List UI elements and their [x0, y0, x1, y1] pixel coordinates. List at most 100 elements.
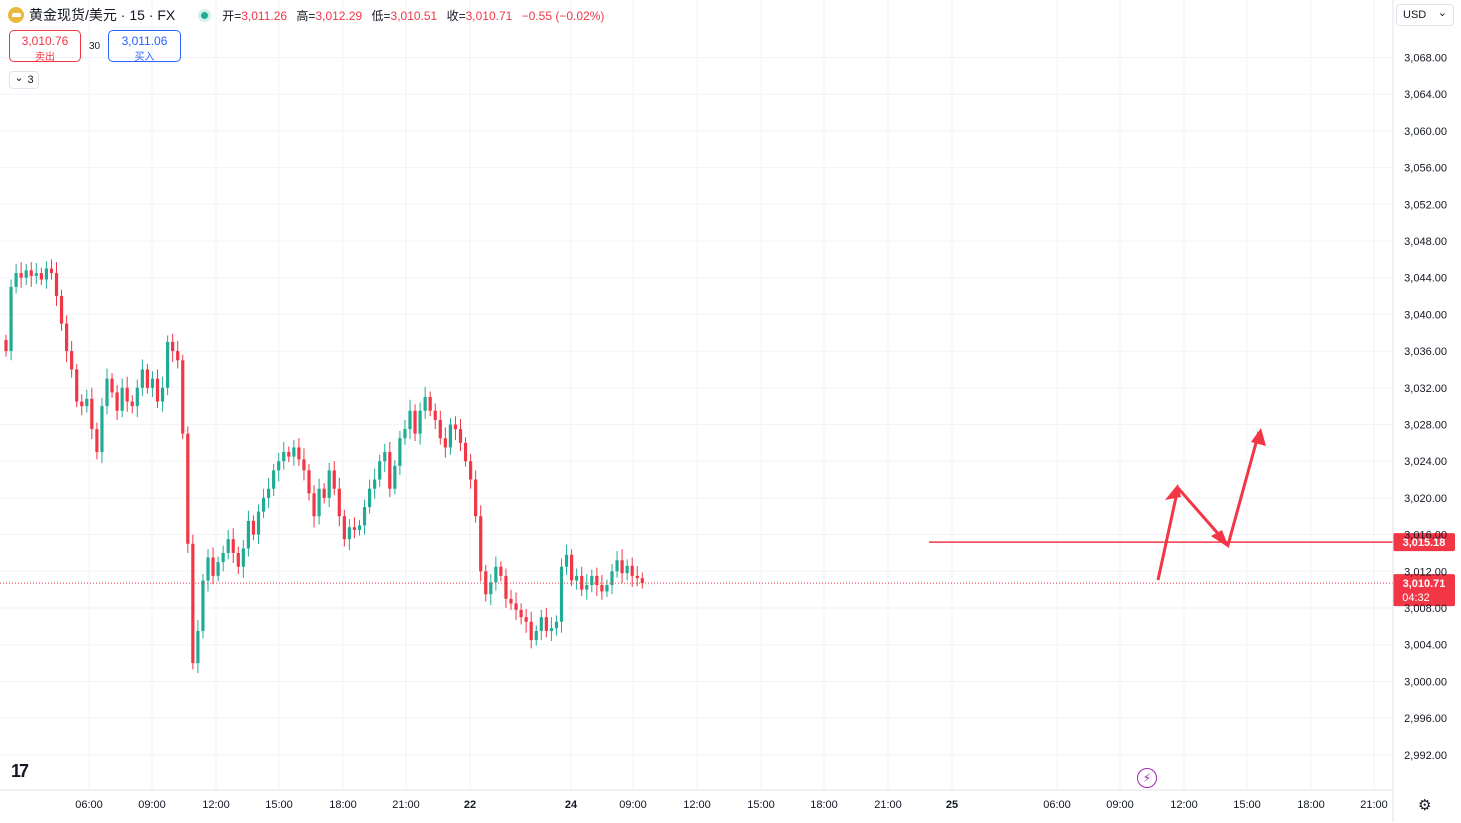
candle-body	[474, 479, 478, 517]
candle-body	[469, 461, 473, 480]
candle-body	[509, 598, 513, 604]
candle-body	[625, 565, 629, 574]
price-tick-label: 3,036.00	[1404, 346, 1447, 358]
candle-body	[519, 609, 523, 618]
candle-up	[585, 574, 589, 600]
candle-body	[337, 488, 341, 517]
price-tick-label: 3,004.00	[1404, 640, 1447, 652]
candle-body	[549, 628, 553, 631]
indicators-toggle[interactable]: ⌄ 3	[9, 71, 39, 89]
high-label: 高=	[296, 8, 316, 23]
candle-body	[418, 410, 422, 434]
candle-up	[590, 569, 594, 593]
candle-body	[292, 447, 296, 457]
candle-body	[251, 520, 256, 535]
candle-body	[373, 479, 377, 489]
tradingview-logo-icon[interactable]: 17	[11, 761, 29, 781]
spread-value: 30	[89, 41, 101, 52]
candle-up	[494, 556, 498, 591]
candle-body	[100, 406, 104, 453]
forecast-path	[1156, 431, 1261, 581]
candle-down	[453, 416, 458, 441]
candle-down	[509, 589, 513, 610]
candle-body	[287, 452, 291, 457]
buy-button[interactable]: 3,011.06 买入	[108, 30, 181, 63]
candle-up	[615, 551, 619, 578]
candle-up	[564, 544, 569, 575]
close-label: 收=	[446, 8, 466, 23]
candle-body	[635, 575, 639, 579]
level-price-badge	[1393, 533, 1455, 552]
candle-body	[388, 452, 392, 489]
open-label: 开=	[222, 8, 242, 23]
candle-down	[191, 534, 195, 670]
low-label: 低=	[371, 8, 391, 23]
candle-up	[625, 559, 629, 581]
price-tick-label: 3,008.00	[1404, 603, 1447, 615]
candle-body	[282, 452, 286, 462]
bar-countdown-label: 04:32	[1402, 592, 1430, 604]
candle-down	[635, 565, 639, 587]
candle-down	[600, 574, 604, 600]
gear-icon[interactable]: ⚙	[1418, 797, 1432, 814]
candle-down	[186, 426, 190, 553]
arrowhead-1	[1165, 484, 1181, 500]
candle-body	[90, 398, 94, 430]
chevron-down-icon: ⌄	[1437, 6, 1447, 19]
candle-down	[211, 547, 215, 585]
candle-body	[85, 398, 89, 407]
candle-body	[267, 488, 271, 498]
candle-down	[388, 441, 392, 497]
candle-body	[362, 507, 367, 526]
price-tick-label: 3,068.00	[1404, 53, 1447, 65]
candle-up	[549, 617, 553, 642]
sell-button[interactable]: 3,010.76 卖出	[9, 30, 81, 63]
candle-up	[216, 556, 220, 582]
candle-body	[95, 429, 99, 453]
candle-body	[135, 387, 139, 407]
candle-down	[297, 438, 301, 466]
candle-up	[448, 418, 452, 455]
currency-select[interactable]: USD ⌄	[1396, 4, 1454, 26]
candle-body	[585, 585, 589, 590]
price-tick-label: 3,064.00	[1404, 89, 1447, 101]
candle-down	[155, 369, 160, 408]
currency-value: USD	[1403, 9, 1427, 21]
time-tick-label: 21:00	[1360, 799, 1388, 811]
symbol-title[interactable]: 黄金现货/美元 · 15 · FX	[29, 7, 176, 23]
candle-body	[312, 493, 316, 517]
candle-down	[630, 557, 634, 587]
lightning-icon[interactable]: ⚡	[1137, 768, 1157, 788]
candle-body	[54, 273, 59, 297]
candle-body	[322, 488, 326, 498]
candle-up	[34, 263, 38, 285]
time-tick-label: 24	[565, 799, 578, 811]
market-status-icon[interactable]	[201, 11, 209, 19]
candle-body	[206, 557, 210, 581]
candle-down	[80, 394, 84, 416]
last-price-label: 3,010.71	[1403, 578, 1446, 590]
price-tick-label: 3,028.00	[1404, 420, 1447, 432]
candle-down	[70, 341, 74, 378]
candle-body	[201, 580, 205, 631]
candles	[4, 259, 644, 674]
candle-up	[135, 379, 139, 418]
candle-down	[145, 363, 149, 394]
sell-price: 3,010.76	[21, 34, 69, 48]
candle-body	[529, 621, 533, 641]
candle-up	[575, 568, 579, 590]
candle-up	[327, 463, 331, 508]
candle-down	[302, 448, 306, 481]
candle-up	[282, 441, 286, 470]
candle-down	[433, 403, 437, 430]
candle-body	[231, 539, 235, 553]
candle-body	[44, 268, 48, 280]
candle-body	[256, 511, 261, 535]
candle-body	[191, 543, 195, 664]
candle-body	[564, 554, 569, 567]
candle-up	[362, 499, 367, 535]
candle-up	[246, 510, 250, 557]
time-tick-label: 22	[464, 799, 476, 811]
candle-down	[75, 363, 79, 408]
